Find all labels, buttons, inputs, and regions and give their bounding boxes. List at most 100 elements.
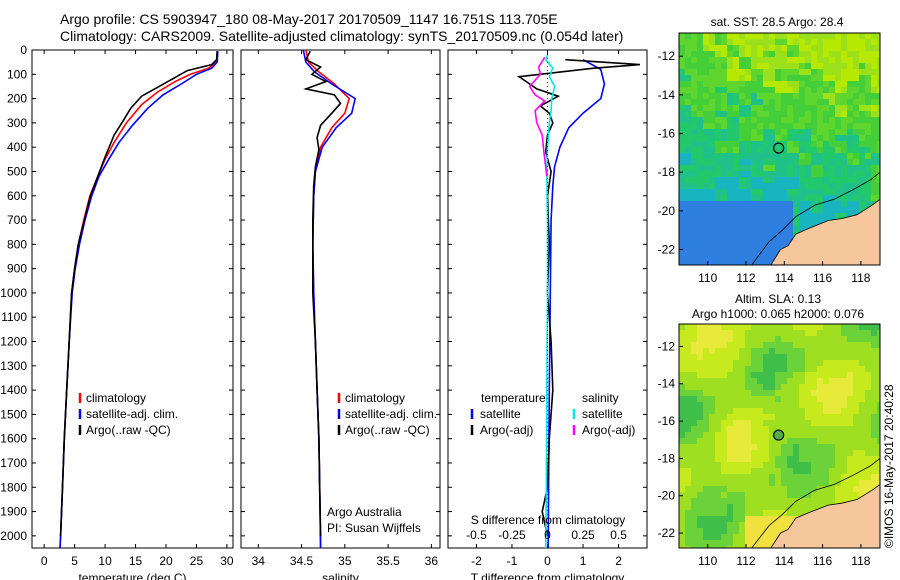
sst_map-pixel: [709, 171, 716, 178]
sla_map-pixel: [787, 450, 794, 457]
sla_map-pixel: [757, 342, 764, 349]
sla_map-pixel: [709, 426, 716, 433]
sla_map-pixel: [727, 372, 734, 379]
sla_map-pixel: [805, 396, 812, 403]
sla_map-pixel: [787, 360, 794, 367]
sla_map-pixel: [877, 438, 880, 445]
sla_map-pixel: [805, 450, 812, 457]
sla_map-argo-marker: [773, 429, 785, 441]
sla_map-pixel: [823, 426, 830, 433]
sla_map-pixel: [871, 438, 878, 445]
sla_map-pixel: [787, 402, 794, 409]
sst_map-pixel: [757, 171, 764, 178]
sla_map-pixel: [691, 492, 698, 499]
sst_map-pixel: [769, 183, 776, 190]
sla_map-pixel: [877, 474, 880, 481]
sla_map-pixel: [823, 348, 830, 355]
sla_map-pixel: [847, 366, 854, 373]
sla_map-pixel: [781, 504, 788, 511]
sla_map-pixel: [757, 522, 764, 529]
sla_map-pixel: [793, 414, 800, 421]
sla_map-pixel: [853, 462, 860, 469]
sla_map-pixel: [835, 360, 842, 367]
sst_map-pixel: [841, 213, 848, 220]
sst_map-pixel: [703, 219, 710, 226]
sla_map-pixel: [829, 480, 836, 487]
difference-s-tick-label: 0.25: [571, 528, 595, 542]
sla_map-pixel: [685, 426, 692, 433]
sst_map-pixel: [751, 147, 758, 154]
sla_map-pixel: [841, 474, 848, 481]
sla_map-pixel: [709, 378, 716, 385]
sla_map-pixel: [793, 480, 800, 487]
sla_map-pixel: [679, 468, 686, 475]
sst_map-pixel: [757, 105, 764, 112]
sla_map-pixel: [817, 498, 824, 505]
sst_map-pixel: [853, 105, 860, 112]
sst_map-pixel: [877, 147, 880, 154]
sst_map-pixel: [709, 129, 716, 136]
sla_map-pixel: [685, 342, 692, 349]
sst_map-pixel: [697, 33, 704, 40]
sla_map-pixel: [847, 360, 854, 367]
sla_map-pixel: [763, 498, 770, 505]
sla_map-pixel: [787, 408, 794, 415]
temperature-legend-label: climatology: [86, 391, 146, 405]
sst_map-pixel: [679, 255, 686, 262]
sst_map-pixel: [817, 51, 824, 58]
sla_map-pixel: [829, 426, 836, 433]
sst_map-pixel: [835, 183, 842, 190]
sst_map-pixel: [727, 153, 734, 160]
sla_map-pixel: [685, 408, 692, 415]
sla_map-xtick-label: 118: [851, 554, 870, 568]
sst_map-pixel: [721, 165, 728, 172]
sst_map-pixel: [721, 255, 728, 262]
sla_map-pixel: [805, 444, 812, 451]
sst_map-pixel: [697, 177, 704, 184]
sla_map-pixel: [775, 468, 782, 475]
sst_map-pixel: [727, 213, 734, 220]
sla_map-pixel: [817, 492, 824, 499]
sst_map-pixel: [859, 177, 866, 184]
sst_map-pixel: [781, 75, 788, 82]
sst_map-pixel: [751, 135, 758, 142]
sst_map-pixel: [739, 261, 746, 265]
sst_map-pixel: [739, 165, 746, 172]
sst_map-pixel: [721, 177, 728, 184]
sla_map-isobath: [751, 458, 880, 548]
sst_map-pixel: [835, 51, 842, 58]
sst_map-pixel: [859, 111, 866, 118]
sla_map-pixel: [811, 504, 818, 511]
sla_map-pixel: [709, 420, 716, 427]
sst_map-pixel: [709, 177, 716, 184]
sst_map-pixel: [685, 219, 692, 226]
sla_map-pixel: [751, 426, 758, 433]
sst_map-pixel: [841, 165, 848, 172]
sst_map-pixel: [835, 147, 842, 154]
sst_map-pixel: [745, 141, 752, 148]
sst_map-pixel: [757, 63, 764, 70]
sla_map-pixel: [721, 414, 728, 421]
sst_map-pixel: [817, 159, 824, 166]
sla_map-pixel: [841, 438, 848, 445]
sst_map-pixel: [781, 195, 788, 202]
sst_map-pixel: [685, 165, 692, 172]
sla_map-pixel: [799, 444, 806, 451]
sst_map-pixel: [817, 213, 824, 220]
sla_map-pixel: [727, 456, 734, 463]
depth-tick-label: 200: [7, 92, 27, 106]
sst_map-pixel: [811, 39, 818, 46]
temperature-xtick-label: 15: [129, 554, 143, 568]
sst_map-pixel: [865, 81, 872, 88]
sla_map-pixel: [751, 504, 758, 511]
sst_map-pixel: [691, 219, 698, 226]
sla_map-pixel: [763, 486, 770, 493]
sst_map-pixel: [703, 33, 710, 40]
sst_map-pixel: [739, 105, 746, 112]
sst_map-pixel: [697, 201, 704, 208]
sst_map-pixel: [847, 159, 854, 166]
sst_map-pixel: [805, 63, 812, 70]
sla_map-pixel: [709, 534, 716, 541]
sla_map-pixel: [859, 486, 866, 493]
sla_map-pixel: [715, 390, 722, 397]
